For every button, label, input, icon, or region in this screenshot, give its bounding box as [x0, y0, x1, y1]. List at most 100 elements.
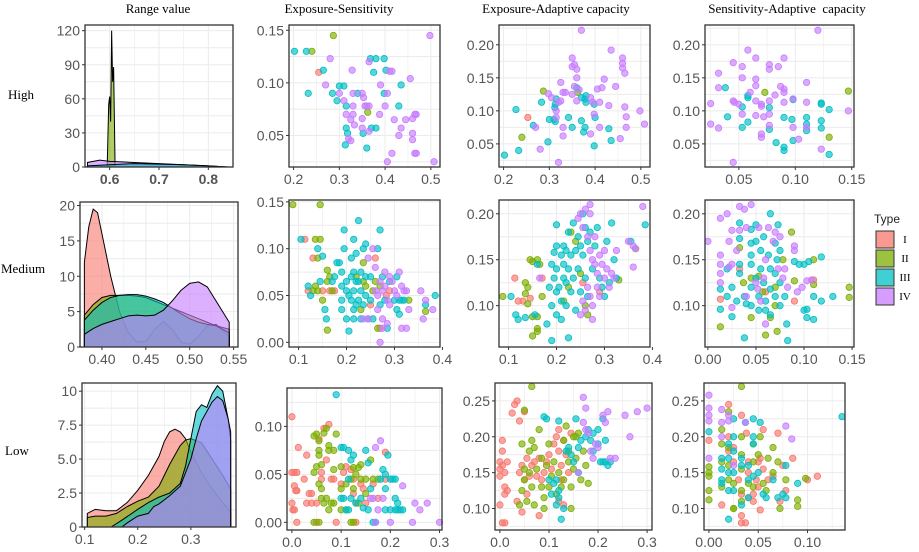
point-type-i: [530, 458, 538, 466]
point-type-iii: [603, 237, 611, 245]
point-type-iv: [817, 145, 825, 153]
point-type-i: [741, 519, 750, 527]
y-tick-label: 0.10: [673, 103, 700, 119]
row-label-medium: Medium: [1, 261, 45, 276]
point-type-ii: [545, 440, 553, 448]
point-type-iv: [390, 116, 398, 124]
point-type-ii: [530, 501, 538, 509]
point-type-ii: [801, 474, 810, 482]
point-type-iii: [562, 279, 570, 287]
point-type-iii: [376, 226, 384, 234]
point-type-iii: [780, 113, 788, 122]
point-type-iv: [755, 223, 763, 232]
point-type-iii: [431, 291, 439, 300]
point-type-iii: [362, 446, 370, 454]
point-type-ii: [533, 465, 541, 473]
panel-low-ea: 0.0 0.1 0.2 0.3 0.10 0.15 0.20 0.25: [463, 382, 657, 550]
y-tick-label: 0.20: [467, 37, 494, 53]
x-tick-label: 0.4: [433, 351, 453, 367]
point-type-iii: [776, 246, 784, 255]
point-type-iv: [738, 110, 746, 118]
point-type-iv: [586, 200, 594, 209]
point-type-iv: [716, 214, 724, 222]
point-type-ii: [330, 465, 338, 474]
y-tick-label: 10: [61, 383, 77, 399]
point-type-iii: [607, 136, 615, 145]
point-type-iii: [593, 223, 601, 232]
point-type-iv: [705, 391, 713, 399]
y-tick-label: 0.05: [673, 136, 700, 152]
point-type-i: [501, 469, 509, 477]
point-type-iii: [347, 254, 355, 262]
point-type-ii: [582, 461, 590, 470]
point-type-i: [813, 472, 821, 480]
x-tick-label: 0.10: [790, 351, 817, 367]
point-type-iv: [393, 291, 401, 300]
point-type-iv: [573, 74, 581, 82]
point-type-iv: [752, 279, 760, 287]
point-type-ii: [525, 447, 533, 455]
row-labels: High Medium Low: [1, 87, 45, 458]
point-type-iii: [562, 246, 570, 255]
point-type-ii: [776, 504, 784, 513]
point-type-ii: [318, 296, 327, 304]
point-type-iv: [388, 277, 396, 286]
point-type-i: [303, 451, 311, 459]
point-type-iv: [594, 443, 602, 452]
point-type-iv: [576, 311, 585, 319]
point-type-iii: [574, 443, 583, 452]
point-type-iv: [604, 408, 612, 416]
point-type-ii: [538, 483, 546, 491]
point-type-iii: [817, 297, 825, 305]
point-type-iii: [810, 315, 818, 324]
point-type-iv: [714, 84, 723, 92]
point-type-iv: [552, 113, 560, 122]
point-type-iv: [417, 287, 425, 295]
point-type-iii: [542, 415, 551, 423]
axis-ticks: 0.2 0.3 0.4 0.5 0.05 0.10 0.15: [257, 22, 441, 187]
point-type-iv: [728, 303, 736, 312]
axis-ticks: 0.1 0.2 0.3 0.4 0.10 0.15 0.20: [467, 206, 663, 367]
point-type-iv: [364, 254, 372, 262]
panel-border: [288, 199, 441, 348]
point-type-iv: [757, 297, 765, 305]
point-type-iv: [780, 88, 788, 96]
x-tick-label: 0.1: [289, 351, 309, 367]
point-type-iii: [718, 465, 726, 473]
x-tick-label: 0.2: [588, 534, 608, 550]
point-type-iv: [599, 411, 607, 419]
y-tick-label: 0.10: [463, 500, 490, 516]
point-type-iii: [372, 55, 380, 63]
point-type-iii: [548, 302, 556, 310]
point-type-iv: [586, 292, 594, 301]
density-area-iv: [83, 281, 230, 348]
legend-swatch: [875, 249, 895, 268]
point-type-i: [523, 490, 531, 498]
point-type-iv: [716, 279, 724, 287]
panel-border: [81, 382, 237, 528]
point-type-iii: [564, 443, 573, 452]
point-type-iii: [825, 105, 833, 114]
point-type-iv: [764, 223, 773, 232]
point-type-iii: [357, 287, 365, 295]
y-tick-label: 0.10: [255, 418, 282, 434]
point-type-iv: [624, 237, 633, 245]
point-type-iii: [567, 451, 575, 459]
panel-border: [704, 199, 855, 348]
point-type-ii: [747, 313, 755, 322]
point-type-i: [749, 497, 757, 505]
point-type-iii: [350, 287, 358, 295]
point-type-iii: [338, 268, 346, 276]
point-type-iv: [588, 302, 597, 310]
point-type-iii: [728, 313, 736, 321]
gridlines: [705, 25, 854, 167]
point-type-i: [317, 468, 326, 477]
point-type-iii: [564, 113, 573, 122]
point-type-iv: [757, 102, 766, 110]
point-type-iv: [579, 297, 587, 305]
point-type-iii: [723, 113, 732, 121]
point-type-ii: [330, 499, 338, 507]
x-tick-label: 0.1: [75, 531, 95, 547]
point-type-i: [294, 443, 302, 452]
point-type-iii: [555, 283, 563, 291]
